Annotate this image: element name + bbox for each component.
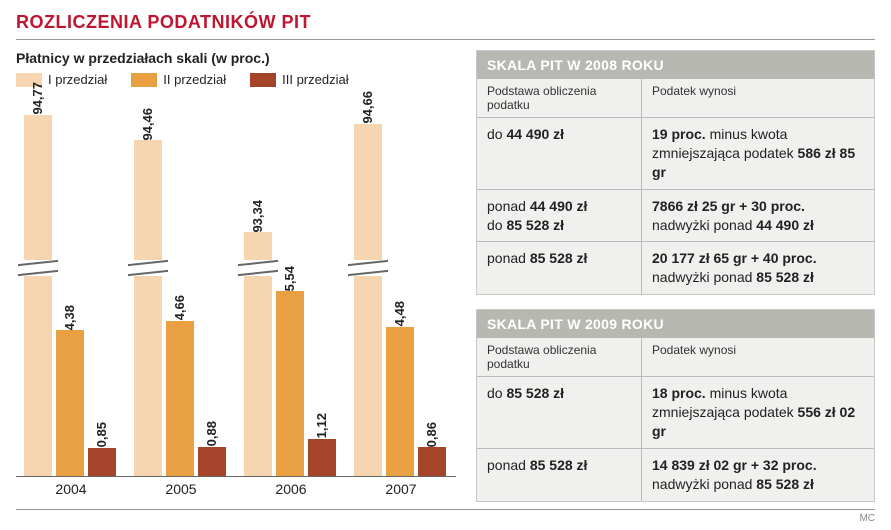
bar-p3-2007: 0,86 xyxy=(418,447,446,476)
tax-table-0: SKALA PIT W 2008 ROKUPodstawa obliczenia… xyxy=(476,50,875,295)
bar-label-p1-2006: 93,34 xyxy=(250,197,265,233)
bar-label-p2-2006: 5,54 xyxy=(282,263,297,291)
page-title: ROZLICZENIA PODATNIKÓW PIT xyxy=(16,12,875,40)
bar-label-p1-2004: 94,77 xyxy=(30,79,45,115)
footer-rule xyxy=(16,509,875,510)
bar-p1-2006: 93,34 xyxy=(244,232,272,476)
cell-tax: 14 839 zł 02 gr + 32 proc.nadwyżki ponad… xyxy=(642,449,874,501)
legend-label-1: I przedział xyxy=(48,72,107,87)
bar-p1-2005: 94,46 xyxy=(134,140,162,476)
bar-label-p3-2004: 0,85 xyxy=(94,419,109,447)
legend-label-3: III przedział xyxy=(282,72,348,87)
bar-p3-2005: 0,88 xyxy=(198,447,226,476)
cell-basis: do 85 528 zł xyxy=(477,377,642,448)
cell-tax: 7866 zł 25 gr + 30 proc.nadwyżki ponad 4… xyxy=(642,190,874,242)
chart-panel: Płatnicy w przedziałach skali (w proc.) … xyxy=(16,50,456,502)
cell-basis: do 44 490 zł xyxy=(477,118,642,189)
bar-p2-2004: 4,38 xyxy=(56,330,84,476)
xaxis-label-2007: 2007 xyxy=(346,481,456,497)
content: Płatnicy w przedziałach skali (w proc.) … xyxy=(16,50,875,502)
chart-group-2006: 93,345,541,12 xyxy=(244,97,336,476)
bar-label-p1-2005: 94,46 xyxy=(140,105,155,141)
xaxis-label-2006: 2006 xyxy=(236,481,346,497)
chart-group-2005: 94,464,660,88 xyxy=(134,97,226,476)
bar-label-p3-2007: 0,86 xyxy=(424,419,439,447)
table-row: do 44 490 zł19 proc. minus kwota zmniejs… xyxy=(477,118,874,190)
bar-label-p1-2007: 94,66 xyxy=(360,88,375,124)
cell-tax: 18 proc. minus kwota zmniejszająca podat… xyxy=(642,377,874,448)
colhead-tax: Podatek wynosi xyxy=(642,79,874,117)
bar-p3-2006: 1,12 xyxy=(308,439,336,476)
bar-p1-2007: 94,66 xyxy=(354,124,382,476)
credit: MC xyxy=(859,513,875,524)
bar-label-p3-2006: 1,12 xyxy=(314,410,329,438)
chart-group-2007: 94,664,480,86 xyxy=(354,97,446,476)
axis-break-2006 xyxy=(238,260,278,276)
table-row: ponad 44 490 złdo 85 528 zł7866 zł 25 gr… xyxy=(477,190,874,243)
legend-swatch-2 xyxy=(131,73,157,87)
axis-break-2007 xyxy=(348,260,388,276)
cell-basis: ponad 44 490 złdo 85 528 zł xyxy=(477,190,642,242)
bar-label-p2-2005: 4,66 xyxy=(172,292,187,320)
cell-tax: 19 proc. minus kwota zmniejszająca podat… xyxy=(642,118,874,189)
colhead-basis: Podstawa obliczenia podatku xyxy=(477,338,642,376)
cell-basis: ponad 85 528 zł xyxy=(477,242,642,294)
tables-panel: SKALA PIT W 2008 ROKUPodstawa obliczenia… xyxy=(476,50,875,502)
tax-table-header: SKALA PIT W 2009 ROKU xyxy=(477,310,874,338)
chart-xaxis: 2004200520062007 xyxy=(16,481,456,497)
colhead-tax: Podatek wynosi xyxy=(642,338,874,376)
tax-table-colhead: Podstawa obliczenia podatkuPodatek wynos… xyxy=(477,338,874,377)
table-row: do 85 528 zł18 proc. minus kwota zmniejs… xyxy=(477,377,874,449)
xaxis-label-2004: 2004 xyxy=(16,481,126,497)
legend-swatch-3 xyxy=(250,73,276,87)
bar-p2-2005: 4,66 xyxy=(166,321,194,476)
chart-plot: 94,774,380,8594,464,660,8893,345,541,129… xyxy=(16,97,456,477)
legend-item-2: II przedział xyxy=(131,72,226,87)
tax-table-header: SKALA PIT W 2008 ROKU xyxy=(477,51,874,79)
xaxis-label-2005: 2005 xyxy=(126,481,236,497)
bar-p2-2007: 4,48 xyxy=(386,327,414,476)
tax-table-1: SKALA PIT W 2009 ROKUPodstawa obliczenia… xyxy=(476,309,875,501)
chart-group-2004: 94,774,380,85 xyxy=(24,97,116,476)
colhead-basis: Podstawa obliczenia podatku xyxy=(477,79,642,117)
bar-p1-2004: 94,77 xyxy=(24,115,52,476)
cell-basis: ponad 85 528 zł xyxy=(477,449,642,501)
legend-label-2: II przedział xyxy=(163,72,226,87)
chart-subtitle: Płatnicy w przedziałach skali (w proc.) xyxy=(16,50,456,66)
cell-tax: 20 177 zł 65 gr + 40 proc.nadwyżki ponad… xyxy=(642,242,874,294)
bar-label-p2-2004: 4,38 xyxy=(62,302,77,330)
table-row: ponad 85 528 zł14 839 zł 02 gr + 32 proc… xyxy=(477,449,874,501)
chart-legend: I przedział II przedział III przedział xyxy=(16,72,456,87)
axis-break-2004 xyxy=(18,260,58,276)
bar-p3-2004: 0,85 xyxy=(88,448,116,476)
legend-item-3: III przedział xyxy=(250,72,348,87)
tax-table-colhead: Podstawa obliczenia podatkuPodatek wynos… xyxy=(477,79,874,118)
axis-break-2005 xyxy=(128,260,168,276)
bar-p2-2006: 5,54 xyxy=(276,291,304,476)
table-row: ponad 85 528 zł20 177 zł 65 gr + 40 proc… xyxy=(477,242,874,294)
bar-label-p3-2005: 0,88 xyxy=(204,418,219,446)
bar-label-p2-2007: 4,48 xyxy=(392,298,407,326)
